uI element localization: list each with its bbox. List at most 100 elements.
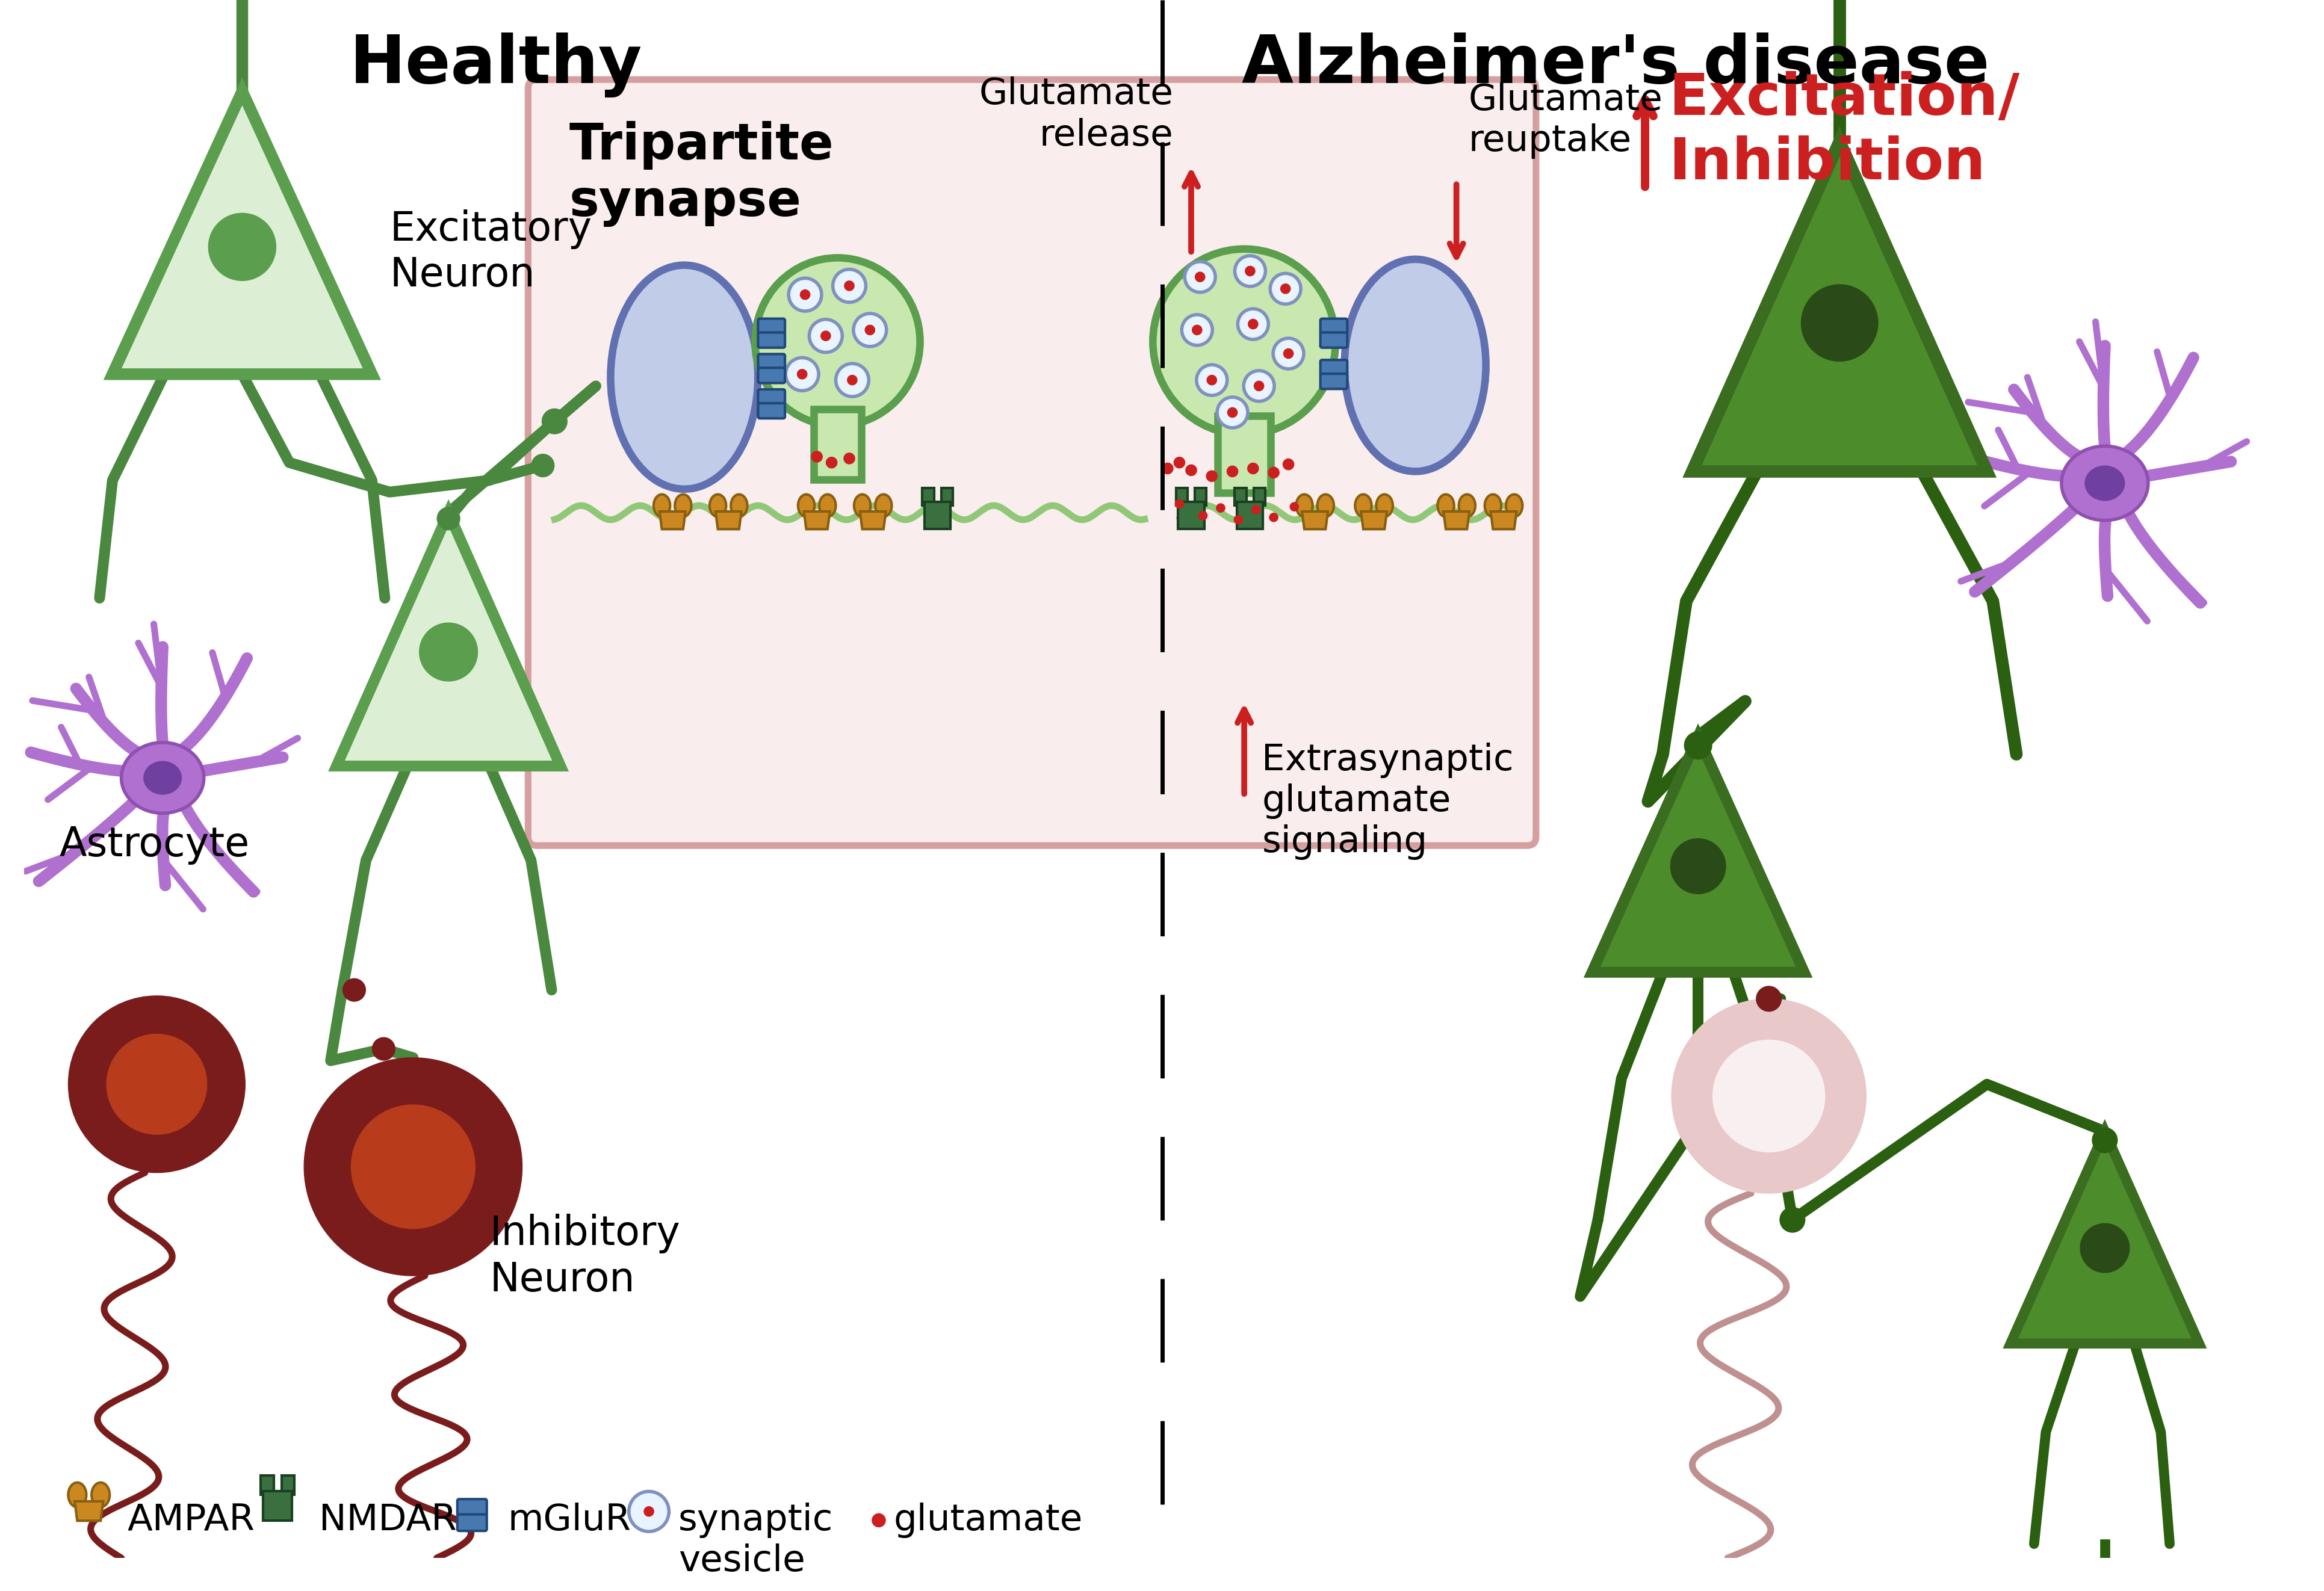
Circle shape: [837, 364, 869, 396]
Circle shape: [1250, 504, 1260, 514]
Ellipse shape: [1506, 495, 1522, 517]
Ellipse shape: [755, 258, 920, 426]
Text: synaptic
vesicle: synaptic vesicle: [679, 1502, 832, 1580]
Circle shape: [1192, 325, 1202, 336]
Circle shape: [1206, 471, 1218, 482]
Circle shape: [541, 409, 567, 434]
Circle shape: [1195, 272, 1206, 282]
Circle shape: [418, 624, 476, 681]
Ellipse shape: [611, 266, 758, 488]
Circle shape: [1778, 1208, 1806, 1233]
Circle shape: [1671, 838, 1724, 894]
Ellipse shape: [1485, 495, 1501, 517]
Circle shape: [1243, 371, 1274, 401]
Circle shape: [1174, 500, 1183, 509]
Circle shape: [1269, 512, 1278, 522]
Circle shape: [1253, 380, 1264, 391]
Text: Glutamate
release: Glutamate release: [978, 76, 1174, 153]
Polygon shape: [1176, 488, 1188, 506]
Circle shape: [797, 369, 806, 380]
Circle shape: [107, 1034, 207, 1134]
Circle shape: [809, 320, 841, 352]
FancyBboxPatch shape: [758, 355, 786, 369]
Circle shape: [644, 1507, 653, 1516]
Polygon shape: [1301, 511, 1327, 530]
Polygon shape: [804, 511, 830, 530]
Circle shape: [1755, 986, 1780, 1012]
Circle shape: [1683, 732, 1713, 759]
Circle shape: [1713, 1041, 1824, 1152]
Polygon shape: [923, 488, 934, 506]
Circle shape: [853, 313, 885, 347]
Polygon shape: [716, 511, 741, 530]
Polygon shape: [660, 511, 686, 530]
Polygon shape: [1218, 415, 1271, 493]
Polygon shape: [74, 1502, 102, 1521]
Circle shape: [630, 1491, 669, 1532]
Ellipse shape: [853, 495, 869, 517]
Polygon shape: [813, 409, 860, 479]
Polygon shape: [1490, 511, 1515, 530]
Circle shape: [1248, 318, 1257, 329]
Circle shape: [1206, 375, 1218, 385]
Polygon shape: [1234, 488, 1246, 506]
FancyBboxPatch shape: [1320, 318, 1348, 334]
Polygon shape: [337, 512, 560, 765]
Ellipse shape: [1297, 495, 1313, 517]
Circle shape: [799, 290, 811, 301]
Circle shape: [437, 508, 460, 530]
Ellipse shape: [1376, 495, 1392, 517]
Circle shape: [872, 1513, 885, 1527]
Circle shape: [1290, 503, 1299, 511]
Circle shape: [1234, 256, 1264, 286]
Polygon shape: [1692, 142, 1987, 471]
Circle shape: [820, 331, 830, 340]
Circle shape: [1227, 466, 1239, 477]
Text: Alzheimer's disease: Alzheimer's disease: [1241, 32, 1989, 97]
Ellipse shape: [91, 1483, 109, 1507]
Ellipse shape: [797, 495, 813, 517]
Ellipse shape: [1459, 495, 1476, 517]
Circle shape: [1243, 266, 1255, 277]
Polygon shape: [2010, 1131, 2199, 1343]
FancyBboxPatch shape: [758, 403, 786, 418]
Circle shape: [209, 213, 277, 280]
Ellipse shape: [1355, 495, 1371, 517]
Text: Excitation/
Inhibition: Excitation/ Inhibition: [1669, 70, 2020, 191]
Ellipse shape: [876, 495, 892, 517]
Ellipse shape: [1318, 495, 1334, 517]
Polygon shape: [1592, 737, 1803, 972]
Ellipse shape: [709, 495, 725, 517]
Ellipse shape: [2085, 466, 2124, 501]
Circle shape: [1671, 999, 1866, 1193]
FancyBboxPatch shape: [458, 1515, 486, 1531]
Ellipse shape: [1343, 259, 1485, 471]
Polygon shape: [1195, 488, 1206, 506]
Circle shape: [1248, 463, 1260, 474]
Circle shape: [786, 358, 818, 391]
Circle shape: [67, 996, 244, 1173]
Circle shape: [1281, 283, 1290, 294]
Polygon shape: [860, 511, 885, 530]
FancyBboxPatch shape: [758, 333, 786, 348]
Circle shape: [1218, 398, 1248, 428]
FancyBboxPatch shape: [758, 318, 786, 334]
Circle shape: [1269, 274, 1301, 304]
Ellipse shape: [144, 762, 181, 794]
Ellipse shape: [818, 495, 837, 517]
Circle shape: [1185, 465, 1197, 476]
Circle shape: [1267, 466, 1278, 479]
Circle shape: [844, 452, 855, 465]
FancyBboxPatch shape: [528, 80, 1536, 845]
Circle shape: [844, 280, 855, 291]
Text: Excitatory
Neuron: Excitatory Neuron: [390, 208, 593, 294]
Circle shape: [832, 269, 865, 302]
Text: Astrocyte: Astrocyte: [60, 826, 249, 864]
Circle shape: [1234, 515, 1243, 525]
Ellipse shape: [730, 495, 746, 517]
Polygon shape: [112, 91, 372, 374]
Ellipse shape: [1153, 248, 1336, 434]
Circle shape: [846, 375, 858, 385]
Circle shape: [372, 1037, 395, 1061]
Polygon shape: [281, 1475, 295, 1496]
